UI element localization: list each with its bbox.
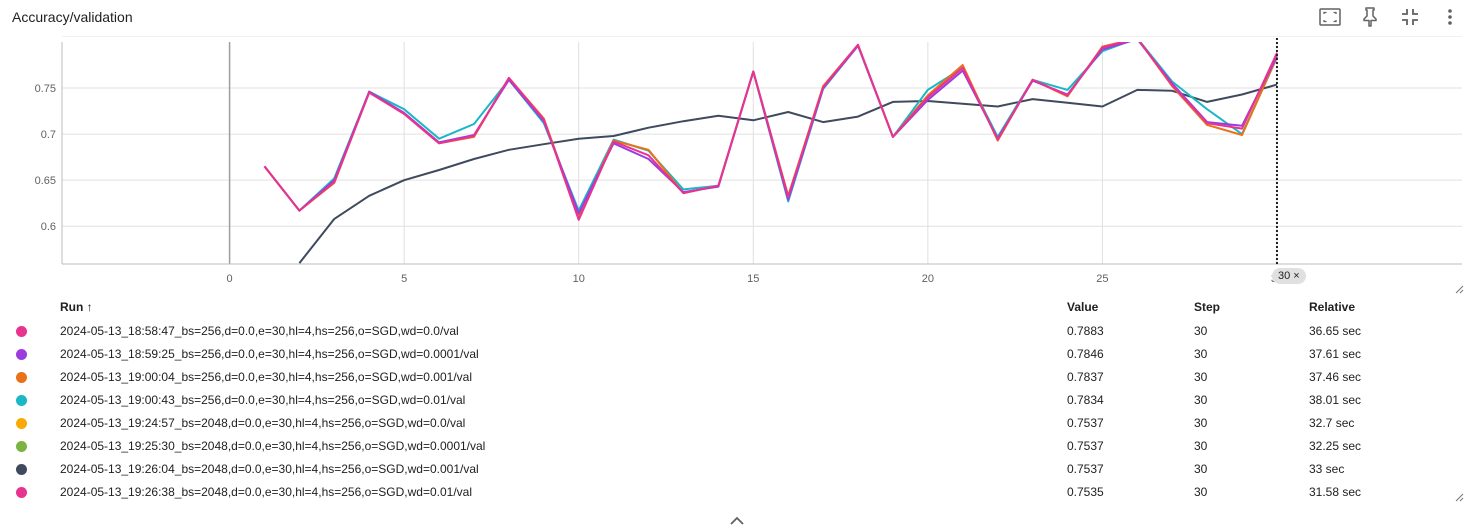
x-tick-label: 20 bbox=[922, 273, 934, 285]
series-line[interactable] bbox=[298, 83, 1278, 264]
run-step: 30 bbox=[1194, 324, 1208, 338]
run-name: 2024-05-13_19:26:04_bs=2048,d=0.0,e=30,h… bbox=[60, 462, 479, 476]
run-relative: 38.01 sec bbox=[1309, 393, 1362, 407]
run-value: 0.7537 bbox=[1067, 462, 1104, 476]
chart-area[interactable]: 0.6 0.65 0.7 0.75 0 5 10 15 20 25 30 bbox=[0, 35, 1472, 296]
chart-card-title: Accuracy/validation bbox=[12, 9, 133, 25]
run-color-swatch[interactable] bbox=[16, 418, 27, 429]
x-tick-label: 25 bbox=[1096, 273, 1108, 285]
run-name: 2024-05-13_19:24:57_bs=2048,d=0.0,e=30,h… bbox=[60, 416, 466, 430]
series-line[interactable] bbox=[263, 39, 1278, 215]
run-name: 2024-05-13_19:00:04_bs=256,d=0.0,e=30,hl… bbox=[60, 370, 473, 384]
run-name: 2024-05-13_19:00:43_bs=256,d=0.0,e=30,hl… bbox=[60, 393, 466, 407]
run-relative: 37.46 sec bbox=[1309, 370, 1362, 384]
run-step: 30 bbox=[1194, 393, 1208, 407]
table-row[interactable]: 2024-05-13_18:59:25_bs=256,d=0.0,e=30,hl… bbox=[0, 343, 1472, 366]
relative-column-header[interactable]: Relative bbox=[1309, 300, 1356, 314]
value-column-header[interactable]: Value bbox=[1067, 300, 1099, 314]
run-relative: 36.65 sec bbox=[1309, 324, 1362, 338]
run-step: 30 bbox=[1194, 485, 1208, 499]
run-relative: 37.61 sec bbox=[1309, 347, 1362, 361]
run-step: 30 bbox=[1194, 416, 1208, 430]
run-name: 2024-05-13_19:25:30_bs=2048,d=0.0,e=30,h… bbox=[60, 439, 486, 453]
run-relative: 31.58 sec bbox=[1309, 485, 1362, 499]
y-tick-label: 0.6 bbox=[41, 221, 56, 233]
chevron-up-icon[interactable] bbox=[729, 514, 745, 526]
run-step: 30 bbox=[1194, 439, 1208, 453]
run-color-swatch[interactable] bbox=[16, 372, 27, 383]
line-chart[interactable]: 0.6 0.65 0.7 0.75 0 5 10 15 20 25 30 bbox=[0, 35, 1472, 296]
run-value: 0.7535 bbox=[1067, 485, 1104, 499]
chart-resize-icon[interactable] bbox=[1454, 284, 1464, 294]
table-resize-icon[interactable] bbox=[1454, 492, 1464, 502]
table-row[interactable]: 2024-05-13_19:26:04_bs=2048,d=0.0,e=30,h… bbox=[0, 458, 1472, 481]
y-tick-label: 0.75 bbox=[35, 83, 56, 95]
run-value: 0.7537 bbox=[1067, 416, 1104, 430]
run-name: 2024-05-13_18:58:47_bs=256,d=0.0,e=30,hl… bbox=[60, 324, 459, 338]
pin-icon bbox=[1363, 7, 1377, 27]
sort-arrow-icon: ↑ bbox=[86, 300, 93, 314]
step-column-header[interactable]: Step bbox=[1194, 300, 1221, 314]
run-name: 2024-05-13_18:59:25_bs=256,d=0.0,e=30,hl… bbox=[60, 347, 479, 361]
run-value: 0.7537 bbox=[1067, 439, 1104, 453]
step-cursor-chip[interactable]: 30 × bbox=[1272, 268, 1306, 284]
run-step: 30 bbox=[1194, 370, 1208, 384]
run-color-swatch[interactable] bbox=[16, 441, 27, 452]
card-toolbar bbox=[1314, 6, 1466, 28]
run-value: 0.7846 bbox=[1067, 347, 1104, 361]
run-step: 30 bbox=[1194, 462, 1208, 476]
fullscreen-button[interactable] bbox=[1314, 6, 1346, 28]
table-row[interactable]: 2024-05-13_19:00:43_bs=256,d=0.0,e=30,hl… bbox=[0, 389, 1472, 412]
run-color-swatch[interactable] bbox=[16, 349, 27, 360]
series-line[interactable] bbox=[263, 38, 1278, 218]
table-row[interactable]: 2024-05-13_19:26:38_bs=2048,d=0.0,e=30,h… bbox=[0, 481, 1472, 504]
collapse-button[interactable] bbox=[1394, 6, 1426, 28]
more-vert-icon bbox=[1448, 9, 1452, 25]
run-header-label: Run bbox=[60, 300, 84, 314]
run-name: 2024-05-13_19:26:38_bs=2048,d=0.0,e=30,h… bbox=[60, 485, 473, 499]
run-color-swatch[interactable] bbox=[16, 326, 27, 337]
run-column-header[interactable]: Run ↑ bbox=[60, 296, 93, 319]
table-row[interactable]: 2024-05-13_18:58:47_bs=256,d=0.0,e=30,hl… bbox=[0, 320, 1472, 343]
runs-table: Run ↑ Value Step Relative 2024-05-13_18:… bbox=[0, 296, 1472, 504]
table-row[interactable]: 2024-05-13_19:25:30_bs=2048,d=0.0,e=30,h… bbox=[0, 435, 1472, 458]
run-color-swatch[interactable] bbox=[16, 464, 27, 475]
fullscreen-icon bbox=[1319, 8, 1341, 26]
pin-button[interactable] bbox=[1354, 6, 1386, 28]
run-relative: 32.25 sec bbox=[1309, 439, 1362, 453]
x-tick-label: 0 bbox=[227, 273, 233, 285]
table-header: Run ↑ Value Step Relative bbox=[0, 296, 1472, 320]
x-tick-label: 15 bbox=[747, 273, 759, 285]
run-step: 30 bbox=[1194, 347, 1208, 361]
run-relative: 32.7 sec bbox=[1309, 416, 1355, 430]
close-icon[interactable]: × bbox=[1293, 270, 1300, 282]
step-cursor-label: 30 bbox=[1278, 270, 1291, 282]
series-line[interactable] bbox=[263, 38, 1278, 221]
y-tick-label: 0.7 bbox=[41, 129, 56, 141]
collapse-icon bbox=[1402, 9, 1418, 25]
x-tick-label: 5 bbox=[401, 273, 407, 285]
run-relative: 33 sec bbox=[1309, 462, 1345, 476]
run-value: 0.7837 bbox=[1067, 370, 1104, 384]
more-options-button[interactable] bbox=[1434, 6, 1466, 28]
table-row[interactable]: 2024-05-13_19:24:57_bs=2048,d=0.0,e=30,h… bbox=[0, 412, 1472, 435]
x-tick-label: 10 bbox=[573, 273, 585, 285]
run-color-swatch[interactable] bbox=[16, 395, 27, 406]
run-value: 0.7883 bbox=[1067, 324, 1104, 338]
y-tick-label: 0.65 bbox=[35, 175, 56, 187]
run-value: 0.7834 bbox=[1067, 393, 1104, 407]
run-color-swatch[interactable] bbox=[16, 487, 27, 498]
table-row[interactable]: 2024-05-13_19:00:04_bs=256,d=0.0,e=30,hl… bbox=[0, 366, 1472, 389]
